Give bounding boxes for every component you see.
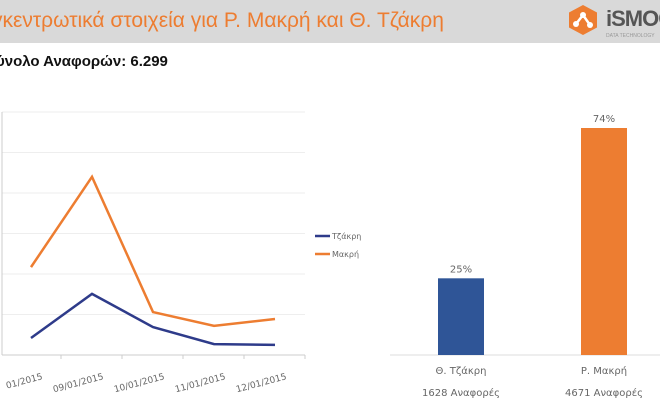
line-series-1 [29,174,276,328]
x-tick-label: 11/01/2015 [174,372,227,395]
x-tick-label: 10/01/2015 [113,372,166,395]
total-reports: ύνολο Αναφορών: 6.299 [0,53,168,70]
logo: iSMOO DATA TECHNOLOGY [566,3,660,43]
logo-hexagon-icon [569,5,597,35]
bar-category-label: Θ. Τζάκρη [436,365,487,377]
x-tick-label: 09/01/2015 [52,372,105,395]
logo-subtitle: DATA TECHNOLOGY [606,33,655,39]
header-bar: γκεντρωτικά στοιχεία για Ρ. Μακρή και Θ.… [0,0,660,43]
page-title: γκεντρωτικά στοιχεία για Ρ. Μακρή και Θ.… [0,9,444,32]
bar-1 [581,128,627,355]
bar-data-label: 25% [450,264,472,275]
bar-sublabel: 4671 Αναφορές [565,387,643,399]
bar-0 [438,278,484,355]
x-tick-label: 01/2015 [5,372,44,391]
legend-label: Τζάκρη [331,232,361,241]
logo-text: iSMOO [606,6,660,31]
legend-label: Μακρή [332,250,359,259]
x-tick-label: 12/01/2015 [235,372,288,395]
line-series-0 [30,292,276,347]
bar-category-label: Ρ. Μακρή [581,365,627,377]
bar-data-label: 74% [593,114,615,125]
bar-sublabel: 1628 Αναφορές [422,387,500,399]
